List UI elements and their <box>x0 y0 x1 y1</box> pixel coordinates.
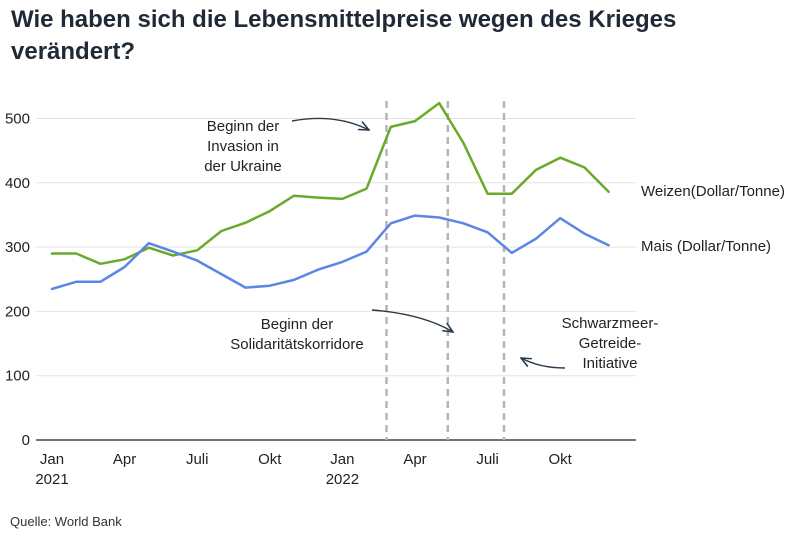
series-line-weizen <box>50 101 610 266</box>
x-tick-label: Jan <box>40 451 64 468</box>
x-tick-label: Okt <box>258 451 282 468</box>
event-annotation-line: Initiative <box>582 355 637 372</box>
x-tick-year-label: 2021 <box>35 471 68 488</box>
x-tick-labels: Jan 2021 Apr Juli Okt Jan 2022 Apr Juli Okt <box>35 451 572 488</box>
series-line-mais <box>50 214 610 291</box>
y-tick-label: 500 <box>5 111 30 128</box>
x-tick-label: Apr <box>403 451 426 468</box>
series-label-mais: Mais (Dollar/Tonne) <box>641 238 771 255</box>
event-annotation-line: Beginn der <box>261 316 334 333</box>
event-arrow <box>521 358 566 369</box>
event-annotation-line: Getreide- <box>579 335 642 352</box>
y-tick-label: 300 <box>5 239 30 256</box>
x-tick-label: Juli <box>476 451 499 468</box>
y-tick-label: 100 <box>5 368 30 385</box>
series-lines <box>50 101 610 291</box>
event-annotation-line: Beginn der <box>207 118 280 135</box>
y-tick-label: 0 <box>22 432 30 449</box>
series-label-weizen: Weizen(Dollar/Tonne) <box>641 183 785 200</box>
y-tick-label: 200 <box>5 303 30 320</box>
x-tick-label: Okt <box>549 451 573 468</box>
x-tick-year-label: 2022 <box>326 471 359 488</box>
grid-lines <box>36 118 636 441</box>
x-tick-label: Jan <box>330 451 354 468</box>
event-annotation-line: Schwarzmeer- <box>562 315 659 332</box>
event-arrow <box>371 309 453 332</box>
y-tick-labels: 0 100 200 300 400 500 <box>5 111 30 450</box>
source-note: Quelle: World Bank <box>10 514 122 529</box>
series-labels: Weizen(Dollar/Tonne) Mais (Dollar/Tonne) <box>641 183 785 255</box>
event-arrow <box>291 117 369 130</box>
x-tick-label: Juli <box>186 451 209 468</box>
x-tick-label: Apr <box>113 451 136 468</box>
event-annotation-line: Solidaritätskorridore <box>230 336 363 353</box>
event-annotation: Schwarzmeer- Getreide- Initiative <box>562 315 659 372</box>
event-annotation-line: der Ukraine <box>204 158 282 175</box>
event-annotation-line: Invasion in <box>207 138 279 155</box>
y-tick-label: 400 <box>5 175 30 192</box>
event-annotation: Beginn der Invasion in der Ukraine <box>204 118 282 175</box>
event-annotation: Beginn der Solidaritätskorridore <box>230 316 363 353</box>
chart-title: Wie haben sich die Lebensmittelpreise we… <box>11 6 677 65</box>
